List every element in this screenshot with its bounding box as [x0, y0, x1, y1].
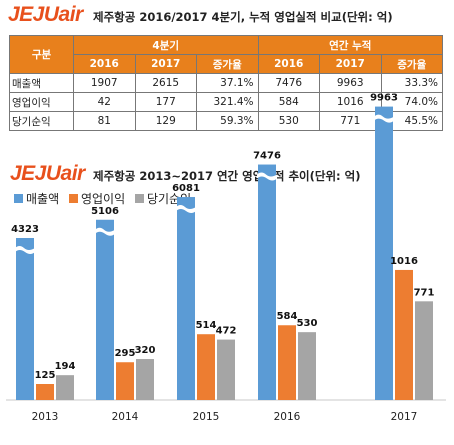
x-tick-label: 2017 — [391, 411, 418, 423]
legend-swatch — [14, 194, 23, 203]
data-label: 6081 — [172, 183, 200, 194]
jejuair-logo: JEJUair — [8, 3, 83, 26]
data-label: 5106 — [91, 206, 119, 217]
table-cell: 74.0% — [380, 92, 443, 112]
table-cell: 129 — [134, 111, 197, 131]
bar-2014-0 — [96, 219, 114, 400]
subheader-cell: 2016 — [257, 54, 320, 74]
bar-2015-1 — [197, 334, 215, 400]
data-label: 125 — [35, 370, 56, 381]
legend-item: 매출액 — [14, 190, 59, 207]
data-label: 771 — [414, 287, 435, 298]
bar-2013-2 — [56, 375, 74, 400]
x-tick-label: 2013 — [32, 411, 59, 423]
row-label: 당기순익 — [9, 111, 74, 131]
chart-title: 제주항공 2013~2017 연간 영업실적 추이(단위: 억) — [93, 169, 361, 183]
x-tick-label: 2016 — [274, 411, 301, 423]
bar-2017-2 — [415, 301, 433, 400]
bar-2014-1 — [116, 362, 134, 400]
table-cell: 45.5% — [380, 111, 443, 131]
axis-break-mark — [374, 114, 394, 123]
row-label: 영업이익 — [9, 92, 74, 112]
subheader-cell: 2017 — [319, 54, 382, 74]
data-label: 584 — [277, 311, 298, 322]
data-label: 472 — [216, 326, 237, 337]
bar-2014-2 — [136, 359, 154, 400]
table-header-row-1: 구분 4분기 연간 누적 — [9, 35, 443, 74]
table-row: 매출액 1907 2615 37.1% 7476 9963 33.3% — [9, 73, 443, 93]
bar-2013-0 — [16, 238, 34, 400]
x-tick-label: 2015 — [193, 411, 220, 423]
x-tick-label: 2014 — [112, 411, 139, 423]
subheader-cell: 2017 — [134, 54, 197, 74]
data-label: 4323 — [11, 224, 39, 235]
data-label: 9963 — [370, 93, 398, 104]
data-label: 1016 — [390, 256, 418, 267]
bar-2016-1 — [278, 325, 296, 400]
subheader-cell: 2016 — [73, 54, 136, 74]
subheader-cell: 증가율 — [196, 54, 259, 74]
axis-break-mark — [15, 246, 35, 254]
table-row: 영업이익 42 177 321.4% 584 1016 74.0% — [9, 92, 443, 112]
table-cell: 9963 — [319, 73, 382, 93]
data-label: 514 — [196, 320, 217, 331]
data-label: 194 — [55, 361, 76, 372]
legend-swatch — [134, 194, 144, 203]
data-label: 295 — [115, 348, 136, 359]
table-title: 제주항공 2016/2017 4분기, 누적 영업실적 비교(단위: 억) — [93, 10, 393, 24]
group1-header: 4분기 — [73, 35, 259, 55]
subheader-cell: 증가율 — [380, 54, 443, 74]
legend-label: 영업이익 — [80, 192, 126, 206]
axis-break-mark — [176, 205, 196, 214]
table-row: 당기순익 81 129 59.3% 530 771 45.5% — [9, 111, 443, 131]
group-label-header: 구분 — [9, 35, 74, 74]
legend-item: 영업이익 — [68, 190, 126, 207]
axis-break-mark — [257, 172, 277, 181]
data-label: 530 — [297, 318, 318, 329]
summary-table: 구분 4분기 연간 누적 2016 2017 증가율 2016 2017 증가율… — [9, 35, 443, 131]
table-header-row-2: 2016 2017 증가율 2016 2017 증가율 — [10, 54, 443, 74]
bar-2015-2 — [217, 339, 235, 400]
table-cell: 530 — [257, 111, 320, 131]
legend-label: 매출액 — [26, 192, 60, 206]
table-cell: 321.4% — [196, 92, 259, 112]
legend-swatch — [68, 194, 78, 203]
bar-2017-1 — [395, 269, 413, 400]
data-label: 7476 — [253, 151, 281, 162]
table-cell: 771 — [319, 111, 382, 131]
axis-break-mark — [95, 227, 115, 236]
bar-2013-1 — [36, 384, 54, 400]
bar-2016-0 — [258, 164, 276, 400]
data-label: 320 — [135, 345, 156, 356]
bar-2017-0 — [375, 106, 393, 400]
bar-2015-0 — [177, 197, 195, 400]
jejuair-logo: JEJUair — [10, 162, 85, 185]
table-cell: 59.3% — [196, 111, 259, 131]
table-cell: 81 — [73, 111, 136, 131]
bar-2016-2 — [298, 332, 316, 400]
